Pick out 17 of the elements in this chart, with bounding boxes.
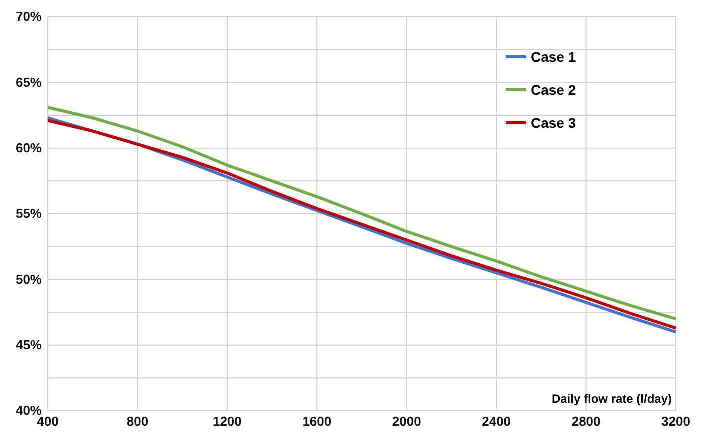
y-tick-label: 45% bbox=[16, 337, 42, 352]
x-tick-label: 2800 bbox=[572, 414, 601, 430]
y-tick-label: 50% bbox=[16, 272, 42, 287]
x-tick-label: 2400 bbox=[482, 414, 512, 430]
y-tick-label: 70% bbox=[16, 9, 42, 24]
x-tick-label: 2000 bbox=[392, 414, 422, 430]
x-tick-label: 1200 bbox=[212, 414, 242, 430]
y-tick-label: 55% bbox=[16, 206, 42, 222]
legend-label: Case 1 bbox=[531, 48, 576, 65]
x-tick-label: 1600 bbox=[302, 414, 332, 430]
x-tick-label: 3200 bbox=[662, 414, 690, 430]
legend-label: Case 2 bbox=[531, 82, 576, 98]
x-axis-title: Daily flow rate (l/day) bbox=[552, 392, 672, 406]
y-tick-label: 60% bbox=[16, 140, 42, 156]
y-tick-label: 65% bbox=[16, 74, 42, 90]
legend-label: Case 3 bbox=[531, 114, 576, 131]
x-tick-label: 800 bbox=[126, 414, 149, 430]
